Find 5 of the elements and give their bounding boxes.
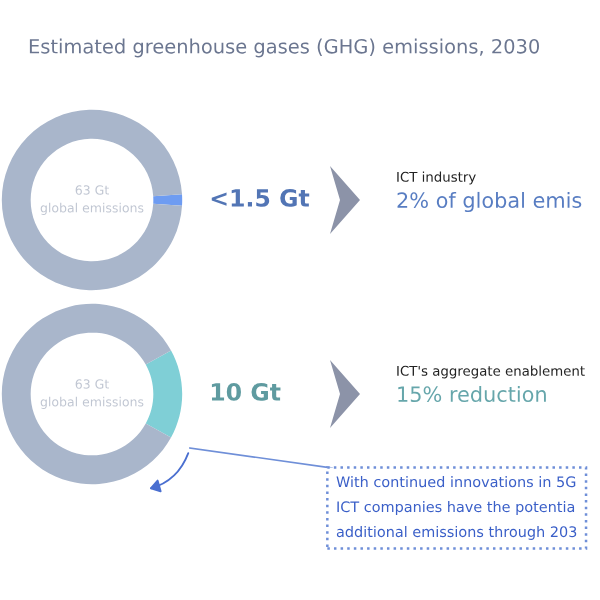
chart-title: Estimated greenhouse gases (GHG) emissions, 2030 xyxy=(29,38,540,58)
slice-label: 10 Gt xyxy=(211,382,281,401)
text: 2% of global emis xyxy=(397,191,582,213)
text: 15% reduction xyxy=(398,385,546,403)
slice-label: <1.5 Gt xyxy=(211,188,310,207)
